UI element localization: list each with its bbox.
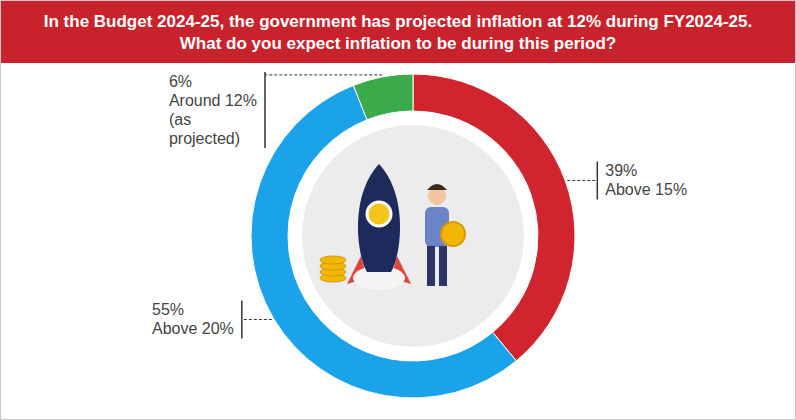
person-leg [427,246,435,286]
category-label: Around 12% (as projected) [169,92,257,147]
leader-line [265,74,382,75]
text-line: (as [169,111,191,128]
text-line: Above 20% [152,320,234,337]
center-disc [302,125,524,347]
leader-line [567,180,597,181]
label-bar [597,161,599,199]
rocket-body [358,164,400,272]
category-label: Above 20% [152,320,234,337]
text-line: Above 15% [605,181,687,198]
coin [320,256,346,264]
value-label: 55% [152,301,184,318]
text-line: projected) [169,130,240,147]
slice-label: 55% Above 20% [152,300,272,338]
leader-line [242,319,272,320]
value-label: 6% [169,73,192,90]
title-banner [1,1,795,63]
value-label: 39% [605,162,637,179]
slices [251,74,575,398]
labels: 39% Above 15% 55% Above 20% 6% Around 12% (as p… [152,72,687,338]
slice [353,74,413,120]
category-label: Above 15% [605,181,687,198]
label-bar [264,72,266,148]
text-line: What do you expect inflation to be durin… [180,34,616,53]
slice-label: 39% Above 15% [567,161,687,199]
frame [1,1,796,420]
chart: In the Budget 2024-25, the government ha… [0,0,796,420]
text-line: Around 12% [169,92,257,109]
coin [441,222,465,246]
text-line: In the Budget 2024-25, the government ha… [44,12,753,31]
slice-label: 6% Around 12% (as projected) [169,72,382,148]
person-hair [427,184,447,190]
person-leg [439,246,447,286]
rocket-window [367,202,391,226]
illustration [302,125,524,347]
title: In the Budget 2024-25, the government ha… [44,12,753,53]
